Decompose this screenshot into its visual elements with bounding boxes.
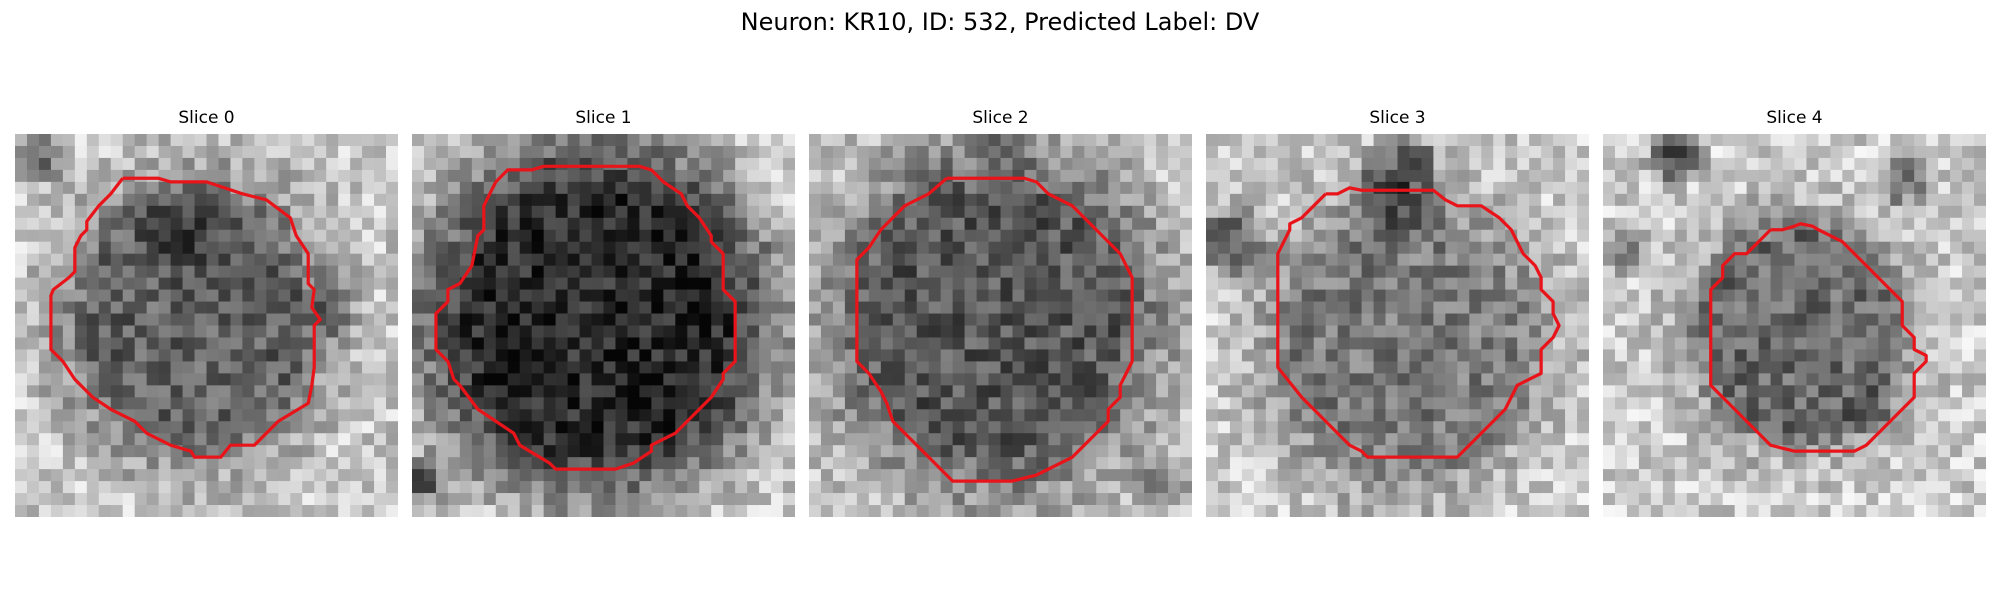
slice-image-2 (809, 134, 1192, 517)
slice-title-1: Slice 1 (575, 108, 632, 128)
slice-image-3 (1206, 134, 1589, 517)
segmentation-outline-2 (855, 176, 1134, 483)
segmentation-outline-3 (1276, 186, 1561, 459)
slice-title-3: Slice 3 (1369, 108, 1426, 128)
slice-title-4: Slice 4 (1766, 108, 1823, 128)
segmentation-outline-4 (1709, 222, 1928, 453)
slice-image-0 (15, 134, 398, 517)
segmentation-outline-0 (49, 176, 322, 459)
figure-title: Neuron: KR10, ID: 532, Predicted Label: … (740, 8, 1260, 36)
slice-title-2: Slice 2 (972, 108, 1029, 128)
segmentation-outline-1 (434, 164, 737, 471)
slice-image-4 (1603, 134, 1986, 517)
slice-title-0: Slice 0 (178, 108, 235, 128)
slice-image-1 (412, 134, 795, 517)
